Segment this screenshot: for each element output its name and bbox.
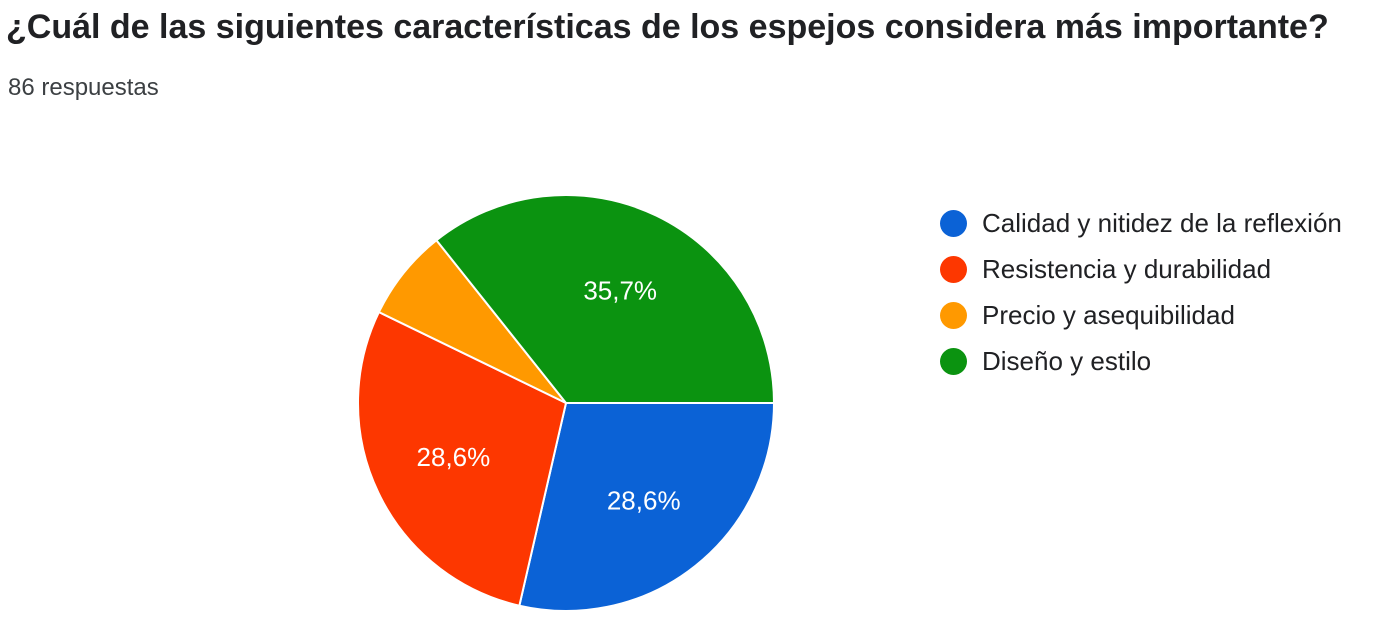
legend-item[interactable]: Resistencia y durabilidad — [940, 246, 1342, 292]
legend-item[interactable]: Precio y asequibilidad — [940, 292, 1342, 338]
legend-swatch — [940, 301, 967, 329]
pie-slice-calidad-y-nitidez-de-la-reflexion[interactable] — [518, 402, 776, 612]
pie-slice-resistencia-y-durabilidad[interactable] — [357, 310, 568, 607]
legend-swatch — [940, 209, 967, 237]
response-count: 86 respuestas — [8, 74, 159, 101]
chart-title: ¿Cuál de las siguientes características … — [6, 8, 1329, 46]
legend-swatch — [940, 255, 967, 283]
slice-data-label: 35,7% — [583, 276, 657, 306]
legend-item[interactable]: Calidad y nitidez de la reflexión — [940, 200, 1342, 246]
legend-label: Precio y asequibilidad — [982, 299, 1235, 330]
slice-data-label: 28,6% — [607, 486, 681, 516]
legend-label: Diseño y estilo — [982, 345, 1152, 376]
chart-legend: Calidad y nitidez de la reflexión Resiste… — [940, 200, 1342, 384]
legend-label: Resistencia y durabilidad — [982, 253, 1272, 284]
slice-data-label: 28,6% — [417, 442, 491, 472]
pie-slice-diseno-y-estilo[interactable] — [435, 194, 776, 404]
legend-swatch — [940, 347, 967, 375]
legend-label: Calidad y nitidez de la reflexión — [982, 207, 1342, 238]
legend-item[interactable]: Diseño y estilo — [940, 338, 1342, 384]
